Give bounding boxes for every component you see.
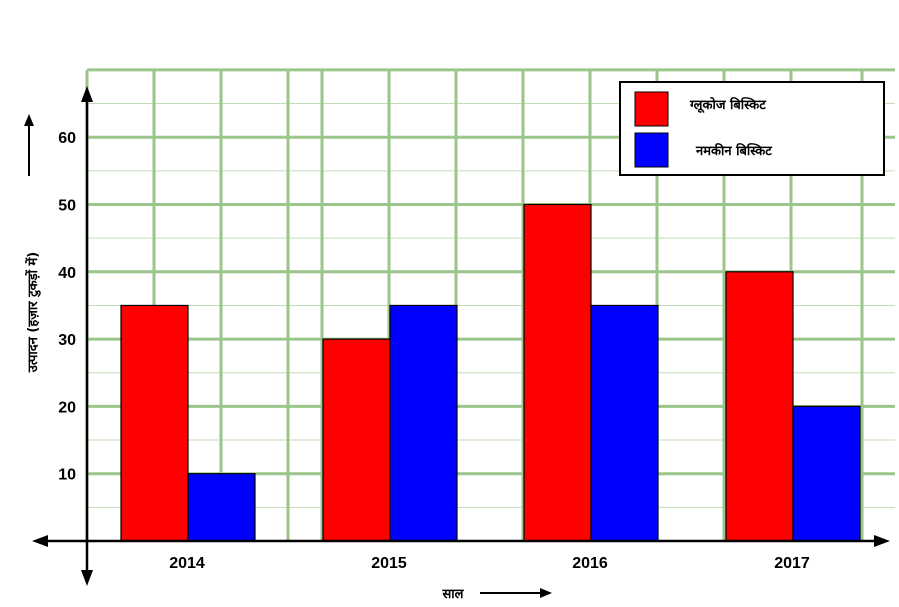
y-tick-label: 50: [58, 198, 76, 215]
x-axis-title: साल: [442, 587, 465, 602]
y-axis-arrow-top: [81, 86, 93, 102]
y-axis-arrow-bottom: [81, 570, 93, 586]
bar-glucose-2016: [523, 203, 592, 542]
x-title-arrow-head: [540, 588, 552, 598]
y-tick-label: 30: [58, 332, 76, 349]
y-tick-label: 60: [58, 130, 76, 147]
bar-namkeen-2016: [590, 304, 659, 542]
axis-titles: साल उत्पादन (हज़ार टुकड़ों में): [24, 114, 552, 602]
tick-labels: 10 20 30 40 50 60 2014 2015 2016 2017: [58, 130, 810, 572]
y-title-arrow-head: [24, 114, 34, 126]
y-tick-label: 20: [58, 399, 76, 416]
legend-swatch-glucose: [634, 91, 669, 127]
axes: [32, 86, 890, 586]
bar-glucose-2014: [120, 304, 189, 542]
bar-namkeen-2015: [389, 304, 458, 542]
bar-glucose-2017: [725, 271, 794, 542]
y-axis-title: उत्पादन (हज़ार टुकड़ों में): [25, 252, 41, 373]
x-axis-arrow-left: [32, 535, 48, 547]
x-tick-label: 2014: [169, 555, 205, 572]
x-tick-label: 2015: [371, 555, 407, 572]
legend-swatch-namkeen: [634, 132, 669, 168]
x-axis-arrow-right: [874, 535, 890, 547]
x-tick-label: 2016: [572, 555, 608, 572]
bar-namkeen-2017: [792, 405, 861, 542]
legend: ग्लूकोज बिस्किट नमकीन बिस्किट: [619, 81, 885, 176]
bar-glucose-2015: [322, 338, 391, 542]
bars: [120, 203, 861, 542]
y-tick-label: 10: [58, 467, 76, 484]
bar-namkeen-2014: [187, 473, 256, 542]
y-tick-label: 40: [58, 265, 76, 282]
legend-label-namkeen: नमकीन बिस्किट: [695, 143, 772, 159]
legend-label-glucose: ग्लूकोज बिस्किट: [689, 97, 766, 113]
x-tick-label: 2017: [774, 555, 810, 572]
